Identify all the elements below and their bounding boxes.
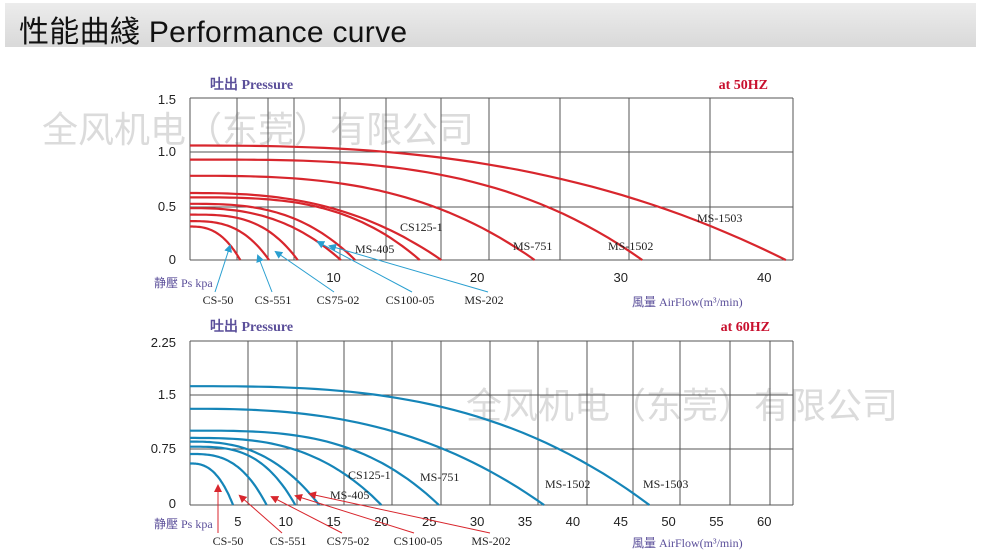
chart2-curve-cs75-02 (190, 445, 297, 506)
chart2-x-tick-label: 40 (566, 514, 580, 529)
chart2-x-label: 風量 AirFlow(m³/min) (632, 536, 743, 550)
chart1-curve-cs75-02 (190, 213, 299, 261)
chart2-arrow-label: CS-50 (213, 534, 244, 548)
chart2-x-tick-label: 30 (470, 514, 484, 529)
chart1-curve-ms-1503 (190, 144, 787, 261)
chart1-x-tick-label: 10 (326, 270, 340, 285)
chart2-curve-label: CS125-1 (348, 468, 391, 482)
chart1-x-tick-label: 30 (613, 270, 627, 285)
chart2-x-tick-label: 50 (661, 514, 675, 529)
chart1-arrow (256, 254, 273, 293)
chart1-curve-label: MS-1503 (697, 211, 742, 225)
chart1-curve-cs100-05 (190, 207, 342, 261)
chart2-x-tick-label: 20 (374, 514, 388, 529)
chart2-curve-cs-551 (190, 452, 268, 506)
chart2-arrow-label: MS-202 (471, 534, 510, 548)
watermark-2: 全风机电（东莞）有限公司 (466, 386, 898, 427)
chart1-arrow (328, 243, 489, 293)
chart2-curve-ms-202 (190, 436, 383, 506)
chart1-curve-cs-551 (190, 220, 270, 261)
chart1-arrow (214, 244, 232, 293)
chart2-curve-ms-1502 (190, 385, 651, 506)
chart2-y-unit: 静壓 Ps kpa (154, 517, 213, 531)
chart1-curve-label: MS-751 (513, 239, 552, 253)
chart1-arrow-label: CS-50 (203, 293, 234, 307)
chart1-x-tick-label: 20 (470, 270, 484, 285)
chart2-curve-ms-751 (190, 407, 545, 506)
chart1-x-label: 風量 AirFlow(m³/min) (632, 295, 743, 309)
chart1-curve-ms-405 (190, 196, 421, 261)
chart1-curve-label: CS125-1 (400, 220, 443, 234)
chart1-arrow-label: MS-202 (464, 293, 503, 307)
chart1-x-tick-label: 40 (757, 270, 771, 285)
chart2-y-tick-label: 2.25 (151, 335, 176, 350)
chart1-arrow-label: CS75-02 (317, 293, 360, 307)
chart1-curve-ms-1502 (190, 158, 643, 261)
chart2-arrow (238, 494, 283, 534)
chart1-curve-ms-202 (190, 202, 356, 261)
chart1-title: at 50HZ (719, 78, 768, 93)
chart1-curve-ms-751 (190, 174, 536, 261)
chart1-y-tick-label: 0.5 (158, 199, 176, 214)
chart2-x-tick-label: 10 (278, 514, 292, 529)
chart1-arrow-label: CS100-05 (386, 293, 435, 307)
chart2-curve-cs-50 (190, 462, 235, 506)
chart1-y-tick-label: 0 (169, 252, 176, 267)
chart2-arrow (294, 493, 415, 534)
chart2-y-tick-label: 0.75 (151, 441, 176, 456)
chart2-x-tick-label: 5 (234, 514, 241, 529)
chart1-curve-cs-50 (190, 225, 242, 261)
chart1-y-tick-label: 1.5 (158, 92, 176, 107)
chart2-arrow (308, 491, 491, 534)
page-title: 性能曲綫 Performance curve (19, 16, 408, 49)
chart2-arrow-label: CS-551 (270, 534, 307, 548)
chart1-curve-label: MS-405 (355, 242, 394, 256)
watermark-1: 全风机电（东莞）有限公司 (42, 110, 474, 151)
chart2-arrow-label: CS100-05 (394, 534, 443, 548)
chart2-x-tick-label: 60 (757, 514, 771, 529)
chart2-arrow-label: CS75-02 (327, 534, 370, 548)
chart2-x-tick-label: 25 (422, 514, 436, 529)
chart1-pressure-label: 吐出 Pressure (210, 76, 293, 93)
chart2-arrow (270, 496, 343, 534)
chart2-curve-label: MS-751 (420, 470, 459, 484)
chart2-x-tick-label: 45 (613, 514, 627, 529)
chart2-pressure-label: 吐出 Pressure (210, 318, 293, 335)
chart2-x-tick-label: 15 (326, 514, 340, 529)
chart2-curve-cs100-05 (190, 440, 321, 506)
chart2-curve-label: MS-1502 (545, 477, 590, 491)
chart2-y-tick-label: 0 (169, 496, 176, 511)
chart1-y-tick-label: 1.0 (158, 144, 176, 159)
chart1-arrow-label: CS-551 (255, 293, 292, 307)
chart2-title: at 60HZ (721, 320, 770, 335)
chart2-x-tick-label: 55 (709, 514, 723, 529)
chart2-curve-label: MS-405 (330, 488, 369, 502)
chart1-arrow (274, 250, 335, 293)
chart1-curve-label: MS-1502 (608, 239, 653, 253)
chart1-y-unit: 静壓 Ps kpa (154, 276, 213, 290)
chart2-x-tick-label: 35 (518, 514, 532, 529)
header-bar: 性能曲綫 Performance curve (5, 3, 976, 49)
chart2-curve-ms-405 (190, 429, 440, 506)
chart2-y-tick-label: 1.5 (158, 387, 176, 402)
chart1-curve-cs125-1 (190, 191, 442, 261)
chart2-curve-label: MS-1503 (643, 477, 688, 491)
